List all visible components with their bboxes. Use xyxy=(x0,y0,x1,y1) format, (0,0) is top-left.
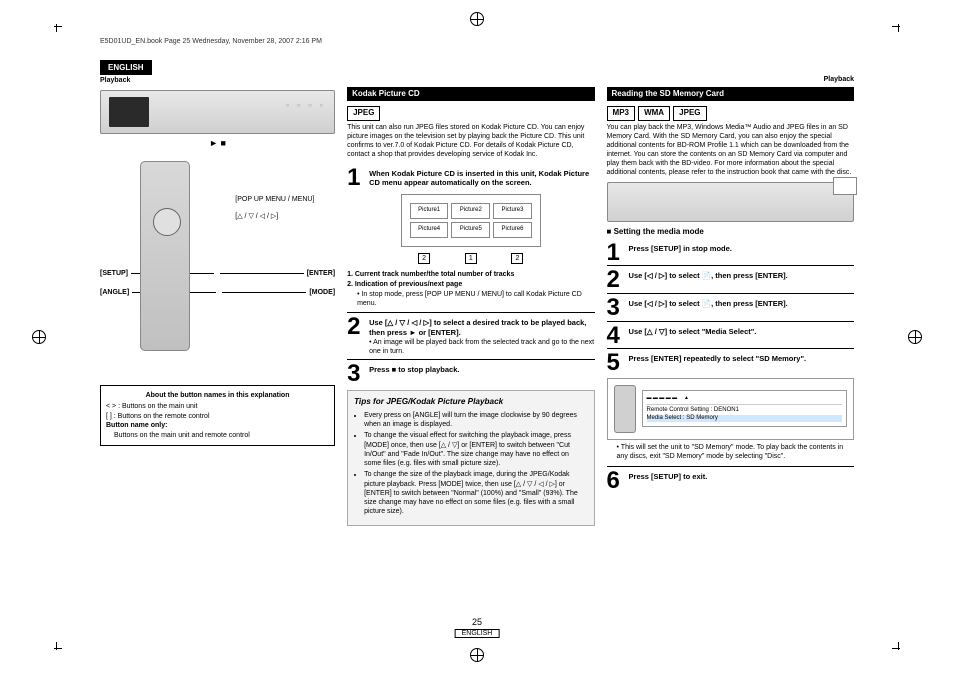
jpeg-badge-2: JPEG xyxy=(673,106,706,120)
header-info: E5D01UD_EN.book Page 25 Wednesday, Novem… xyxy=(100,38,322,45)
page-content: ENGLISH Playback Playback ► ■ [POP UP ME… xyxy=(100,60,854,634)
sd-step-1: 1Press [SETUP] in stop mode. xyxy=(607,239,854,264)
sd-step-6: 6Press [SETUP] to exit. xyxy=(607,466,854,492)
sd-step-5: 5Press [ENTER] repeatedly to select "SD … xyxy=(607,348,854,374)
sd-device-image xyxy=(607,182,854,222)
column-1: ► ■ [POP UP MENU / MENU] [△ / ▽ / ◁ / ▷]… xyxy=(100,86,335,526)
setting-header: ■ Setting the media mode xyxy=(607,227,854,237)
wma-badge: WMA xyxy=(638,106,670,120)
remote-labels: [POP UP MENU / MENU] [△ / ▽ / ◁ / ▷] xyxy=(235,157,335,357)
about-buttons-box: About the button names in this explanati… xyxy=(100,385,335,446)
kodak-header: Kodak Picture CD xyxy=(347,87,594,101)
sd-step-4: 4Use [△ / ▽] to select "Media Select". xyxy=(607,321,854,347)
sd-header: Reading the SD Memory Card xyxy=(607,87,854,101)
playback-label-right: Playback xyxy=(824,76,854,83)
screen-preview: ▬ ▬ ▬ ▬ ▬ ▲ Remote Control Setting : DEN… xyxy=(607,378,854,440)
picture-grid: Picture1Picture2Picture3 Picture4Picture… xyxy=(401,194,541,247)
play-stop-icons: ► ■ xyxy=(100,138,335,150)
step-3: 3Press ■ to stop playback. xyxy=(347,359,594,385)
step-1: 1When Kodak Picture CD is inserted in th… xyxy=(347,164,594,189)
sd-note: • This will set the unit to "SD Memory" … xyxy=(617,444,854,462)
number-list: 1. Current track number/the total number… xyxy=(347,270,594,308)
remote-image xyxy=(140,161,190,351)
tips-box: Tips for JPEG/Kodak Picture Playback Eve… xyxy=(347,390,594,525)
picture-numbers: 212 xyxy=(401,253,541,264)
jpeg-badge: JPEG xyxy=(347,106,380,120)
kodak-intro: This unit can also run JPEG files stored… xyxy=(347,124,594,160)
sd-step-3: 3Use [◁ / ▷] to select 📄, then press [EN… xyxy=(607,293,854,319)
sd-intro: You can play back the MP3, Windows Media… xyxy=(607,124,854,178)
sd-step-2: 2Use [◁ / ▷] to select 📄, then press [EN… xyxy=(607,265,854,291)
column-2: Kodak Picture CD JPEG This unit can also… xyxy=(347,86,594,526)
step-2: 2Use [△ / ▽ / ◁ / ▷] to select a desired… xyxy=(347,312,594,356)
english-tab: ENGLISH xyxy=(100,60,152,75)
player-device-image xyxy=(100,90,335,134)
page-number: 25 ENGLISH xyxy=(455,617,500,638)
mp3-badge: MP3 xyxy=(607,106,635,120)
column-3: Reading the SD Memory Card MP3 WMA JPEG … xyxy=(607,86,854,526)
playback-label-left: Playback xyxy=(100,77,854,84)
